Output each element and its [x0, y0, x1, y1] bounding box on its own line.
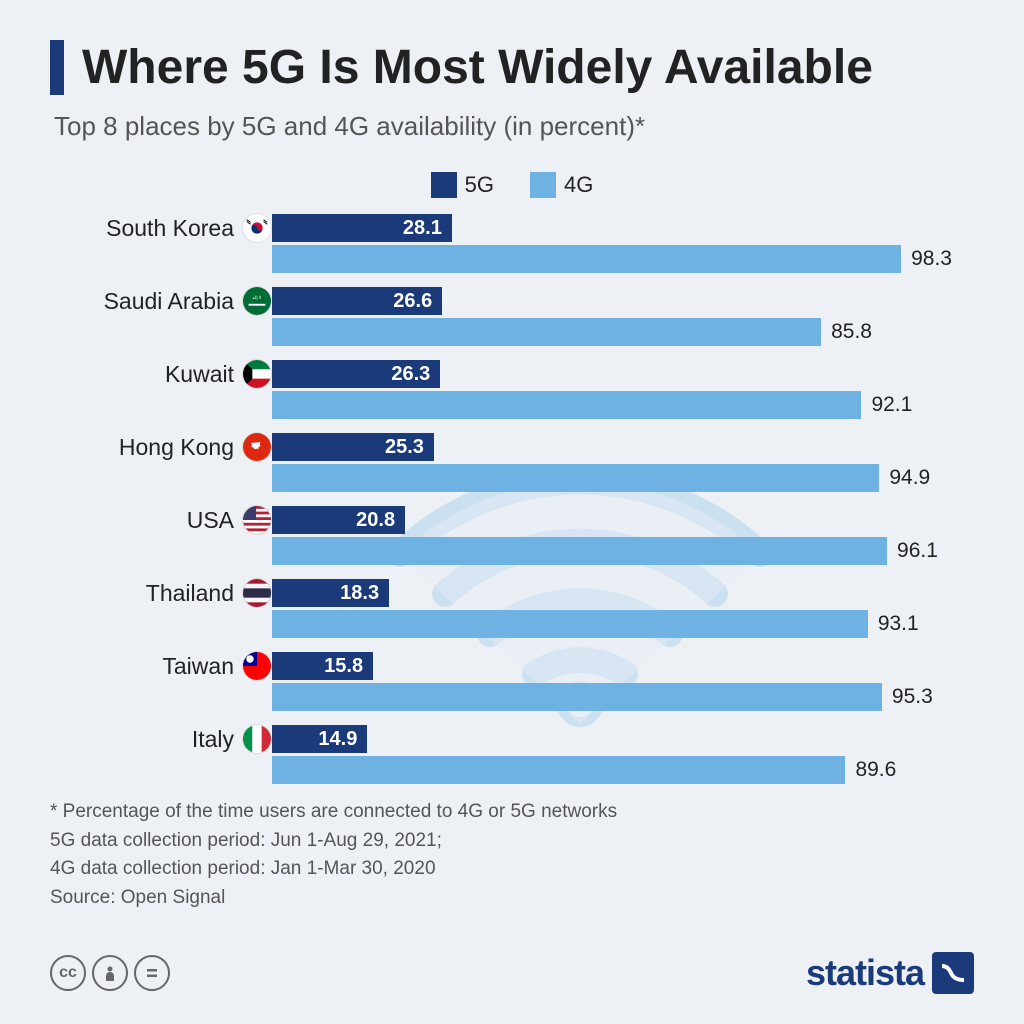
legend-item-4g: 4G	[530, 172, 593, 198]
bar-5g: 20.8	[272, 506, 405, 534]
row-label: Hong Kong	[50, 433, 272, 461]
flag-icon	[242, 432, 272, 462]
bar-5g: 25.3	[272, 433, 434, 461]
country-label: Taiwan	[162, 653, 234, 680]
country-label: South Korea	[106, 215, 234, 242]
value-4g: 96.1	[897, 539, 938, 563]
cc-icon: cc	[50, 955, 86, 991]
flag-icon	[242, 213, 272, 243]
legend-item-5g: 5G	[431, 172, 494, 198]
svg-text:لا إله: لا إله	[252, 295, 262, 300]
country-label: Kuwait	[165, 361, 234, 388]
bar-5g: 26.3	[272, 360, 440, 388]
flag-icon: لا إله	[242, 286, 272, 316]
value-4g: 89.6	[855, 758, 896, 782]
bar-4g: 89.6	[272, 756, 845, 784]
legend-label-4g: 4G	[564, 172, 593, 198]
statista-logo-icon	[932, 952, 974, 994]
bar-5g: 15.8	[272, 652, 373, 680]
bars: 18.3 93.1	[272, 579, 974, 641]
accent-bar	[50, 40, 64, 95]
value-4g: 95.3	[892, 685, 933, 709]
bar-chart: South Korea 28.1 98.3 Saudi Arabia لا إله 26.…	[50, 214, 974, 787]
chart-row: Kuwait 26.3 92.1	[50, 360, 974, 422]
bars: 26.6 85.8	[272, 287, 974, 349]
row-label: Thailand	[50, 579, 272, 607]
value-4g: 92.1	[871, 393, 912, 417]
legend: 5G 4G	[50, 172, 974, 198]
bars: 26.3 92.1	[272, 360, 974, 422]
row-label: South Korea	[50, 214, 272, 242]
chart-row: Thailand 18.3 93.1	[50, 579, 974, 641]
bar-4g: 95.3	[272, 683, 882, 711]
chart-subtitle: Top 8 places by 5G and 4G availability (…	[54, 111, 974, 142]
country-label: Saudi Arabia	[104, 288, 234, 315]
value-5g: 18.3	[340, 582, 379, 605]
flag-icon	[242, 578, 272, 608]
row-label: USA	[50, 506, 272, 534]
value-4g: 94.9	[889, 466, 930, 490]
chart-row: Saudi Arabia لا إله 26.6 85.8	[50, 287, 974, 349]
bars: 25.3 94.9	[272, 433, 974, 495]
cc-nd-icon	[134, 955, 170, 991]
country-label: Italy	[192, 726, 234, 753]
row-label: Saudi Arabia لا إله	[50, 287, 272, 315]
country-label: Hong Kong	[119, 434, 234, 461]
chart-row: Italy 14.9 89.6	[50, 725, 974, 787]
chart-title: Where 5G Is Most Widely Available	[82, 40, 873, 95]
row-label: Kuwait	[50, 360, 272, 388]
chart-row: South Korea 28.1 98.3	[50, 214, 974, 276]
statista-text: statista	[806, 952, 924, 994]
footnote-line3: 4G data collection period: Jan 1-Mar 30,…	[50, 855, 974, 884]
bar-5g: 18.3	[272, 579, 389, 607]
statista-brand: statista	[806, 952, 974, 994]
bar-4g: 85.8	[272, 318, 821, 346]
chart-row: Hong Kong 25.3 94.9	[50, 433, 974, 495]
flag-icon	[242, 724, 272, 754]
bars: 14.9 89.6	[272, 725, 974, 787]
footnote-line2: 5G data collection period: Jun 1-Aug 29,…	[50, 827, 974, 856]
chart-row: Taiwan 15.8 95.3	[50, 652, 974, 714]
bar-5g: 26.6	[272, 287, 442, 315]
country-label: USA	[187, 507, 234, 534]
chart-row: USA 20.8 96.1	[50, 506, 974, 568]
footnote-line4: Source: Open Signal	[50, 884, 974, 913]
value-5g: 25.3	[385, 436, 424, 459]
flag-icon	[242, 359, 272, 389]
value-5g: 26.3	[391, 363, 430, 386]
value-5g: 26.6	[393, 290, 432, 313]
value-4g: 98.3	[911, 247, 952, 271]
value-5g: 28.1	[403, 217, 442, 240]
bars: 15.8 95.3	[272, 652, 974, 714]
bar-4g: 93.1	[272, 610, 868, 638]
value-4g: 85.8	[831, 320, 872, 344]
bar-4g: 94.9	[272, 464, 879, 492]
bars: 28.1 98.3	[272, 214, 974, 276]
legend-swatch-4g	[530, 172, 556, 198]
value-5g: 15.8	[324, 655, 363, 678]
row-label: Taiwan	[50, 652, 272, 680]
legend-label-5g: 5G	[465, 172, 494, 198]
footer: cc statista	[50, 952, 974, 994]
bar-5g: 28.1	[272, 214, 452, 242]
row-label: Italy	[50, 725, 272, 753]
cc-license-icons: cc	[50, 955, 170, 991]
value-5g: 14.9	[318, 728, 357, 751]
header: Where 5G Is Most Widely Available	[50, 40, 974, 95]
value-4g: 93.1	[878, 612, 919, 636]
footnote-line1: * Percentage of the time users are conne…	[50, 798, 974, 827]
bar-4g: 92.1	[272, 391, 861, 419]
bars: 20.8 96.1	[272, 506, 974, 568]
bar-4g: 96.1	[272, 537, 887, 565]
legend-swatch-5g	[431, 172, 457, 198]
flag-icon	[242, 651, 272, 681]
cc-by-icon	[92, 955, 128, 991]
flag-icon	[242, 505, 272, 535]
footnote: * Percentage of the time users are conne…	[50, 798, 974, 912]
value-5g: 20.8	[356, 509, 395, 532]
bar-5g: 14.9	[272, 725, 367, 753]
country-label: Thailand	[146, 580, 234, 607]
bar-4g: 98.3	[272, 245, 901, 273]
